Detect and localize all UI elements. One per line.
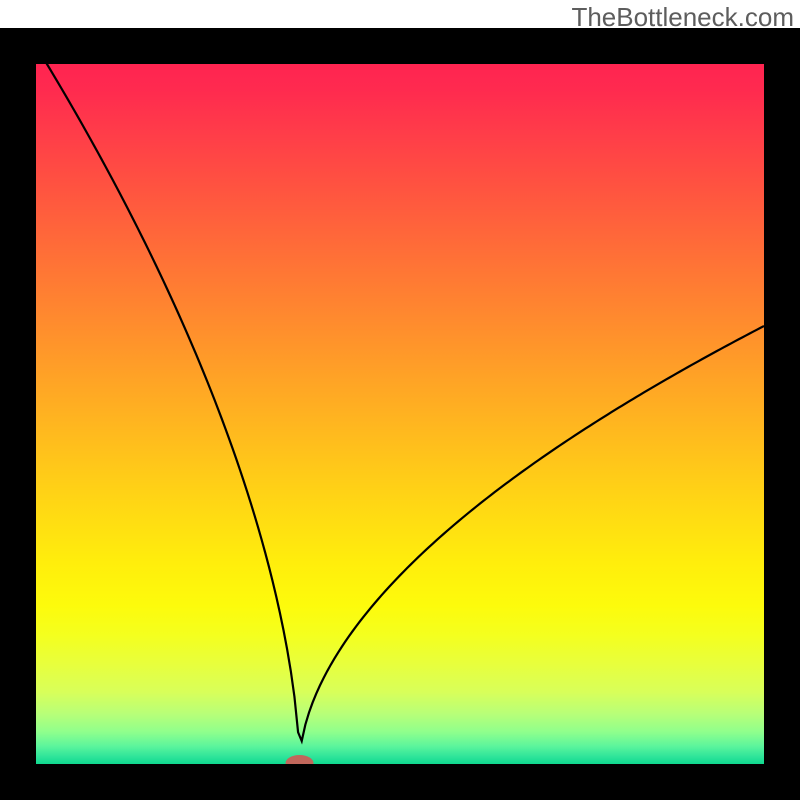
watermark-label: TheBottleneck.com xyxy=(571,2,794,33)
chart-canvas: TheBottleneck.com xyxy=(0,0,800,800)
plot-background xyxy=(36,46,764,764)
bottleneck-chart-svg xyxy=(0,0,800,800)
